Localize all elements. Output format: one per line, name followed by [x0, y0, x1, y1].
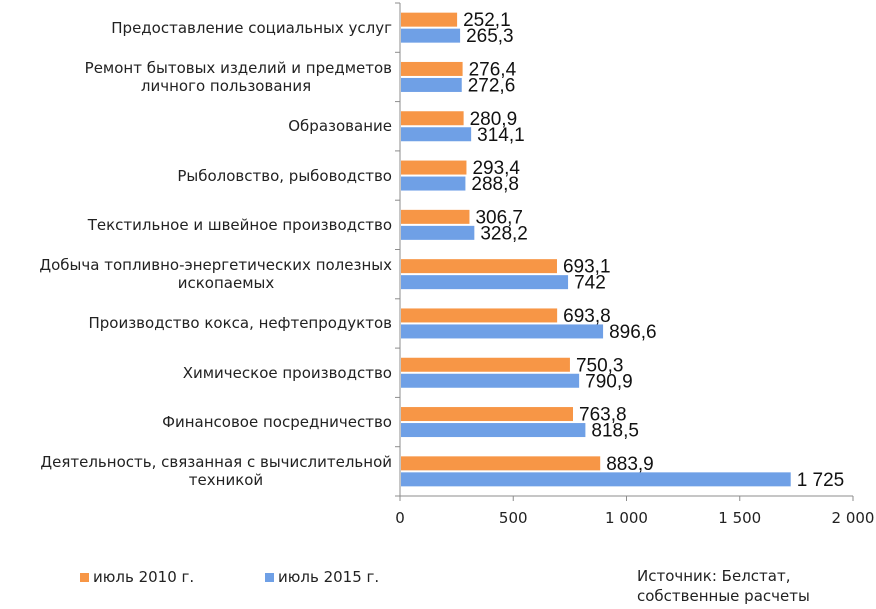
- x-tick-label: 1 000: [605, 509, 648, 527]
- category-label-line: личного пользования: [140, 76, 312, 95]
- bar-2010: [401, 160, 467, 175]
- category-label: Деятельность, связанная с вычислительной…: [0, 453, 392, 489]
- category-label-line: Текстильное и швейное производство: [87, 215, 392, 234]
- category-label-line: Ремонт бытовых изделий и предметов: [84, 58, 392, 77]
- bar-2015: [401, 28, 461, 43]
- category-label-line: Образование: [288, 117, 392, 136]
- bar-2015: [401, 225, 475, 240]
- data-label-2010: 276,4: [469, 59, 517, 80]
- category-label-line: Производство кокса, нефтепродуктов: [88, 314, 392, 333]
- category-label: Предоставление социальных услуг: [0, 19, 392, 37]
- bar-2015: [401, 176, 466, 191]
- legend-item-2010: июль 2010 г.: [80, 568, 194, 586]
- data-label-2010: 693,1: [563, 257, 611, 278]
- data-label-2015: 328,2: [480, 223, 528, 244]
- category-label: Ремонт бытовых изделий и предметов личног…: [0, 59, 392, 95]
- data-label-2015: 272,6: [468, 75, 516, 96]
- category-label-line: Предоставление социальных услуг: [111, 18, 392, 37]
- data-label-2015: 742: [574, 273, 606, 294]
- data-label-2010: 693,8: [563, 306, 611, 327]
- data-label-2015: 818,5: [591, 421, 639, 442]
- category-label: Рыболовство, рыбоводство: [0, 167, 392, 185]
- data-label-2015: 790,9: [585, 371, 633, 392]
- data-label-2010: 883,9: [606, 454, 654, 475]
- bar-2015: [401, 324, 604, 339]
- data-label-2010: 293,4: [472, 158, 520, 179]
- category-label-line: Деятельность, связанная с вычислительной: [40, 453, 392, 472]
- category-label-line: ископаемых: [177, 274, 275, 293]
- bar-2010: [401, 407, 574, 422]
- bar-2010: [401, 209, 470, 224]
- x-tick-label: 2 000: [832, 509, 875, 527]
- category-label: Образование: [0, 117, 392, 135]
- bar-2010: [401, 357, 570, 372]
- bar-2015: [401, 77, 462, 92]
- data-label-2015: 314,1: [477, 125, 525, 146]
- category-label: Текстильное и швейное производство: [0, 216, 392, 234]
- category-label-line: Добыча топливно-энергетических полезных: [39, 256, 392, 275]
- bar-2015: [401, 472, 791, 487]
- data-label-2015: 896,6: [609, 322, 657, 343]
- data-label-2010: 750,3: [576, 355, 624, 376]
- source-note: Источник: Белстат, собственные расчеты: [637, 566, 872, 606]
- bar-2010: [401, 61, 463, 76]
- source-line-1: Источник: Белстат,: [637, 567, 791, 585]
- bar-2010: [401, 259, 557, 274]
- bar-2015: [401, 127, 472, 142]
- x-tick-label: 500: [499, 509, 528, 527]
- bar-2010: [401, 456, 601, 471]
- legend-label-2015: июль 2015 г.: [278, 568, 380, 586]
- data-label-2015: 265,3: [466, 26, 514, 47]
- category-label-line: техникой: [188, 471, 264, 490]
- legend-item-2015: июль 2015 г.: [265, 568, 379, 586]
- bar-2015: [401, 373, 580, 388]
- category-label: Производство кокса, нефтепродуктов: [0, 314, 392, 332]
- bar-2015: [401, 423, 586, 438]
- legend-label-2010: июль 2010 г.: [93, 568, 195, 586]
- bar-2015: [401, 275, 569, 290]
- category-label: Химическое производство: [0, 364, 392, 382]
- x-tick-label: 1 500: [718, 509, 761, 527]
- x-tick-label: 0: [395, 509, 405, 527]
- data-label-2010: 280,9: [470, 109, 518, 130]
- source-line-2: собственные расчеты: [637, 587, 810, 605]
- data-label-2010: 306,7: [475, 207, 523, 228]
- legend-swatch-2015: [265, 572, 274, 582]
- bar-2010: [401, 308, 558, 323]
- data-label-2015: 1 725: [797, 470, 845, 491]
- category-label-line: Рыболовство, рыбоводство: [177, 166, 392, 185]
- data-label-2015: 288,8: [471, 174, 519, 195]
- category-label: Финансовое посредничество: [0, 413, 392, 431]
- category-label-line: Химическое производство: [182, 363, 392, 382]
- legend-swatch-2010: [80, 572, 89, 582]
- category-label-line: Финансовое посредничество: [162, 413, 392, 432]
- data-label-2010: 763,8: [579, 405, 627, 426]
- bar-2010: [401, 12, 458, 27]
- category-label: Добыча топливно-энергетических полезных и…: [0, 256, 392, 292]
- bar-2010: [401, 111, 464, 126]
- data-label-2010: 252,1: [463, 10, 511, 31]
